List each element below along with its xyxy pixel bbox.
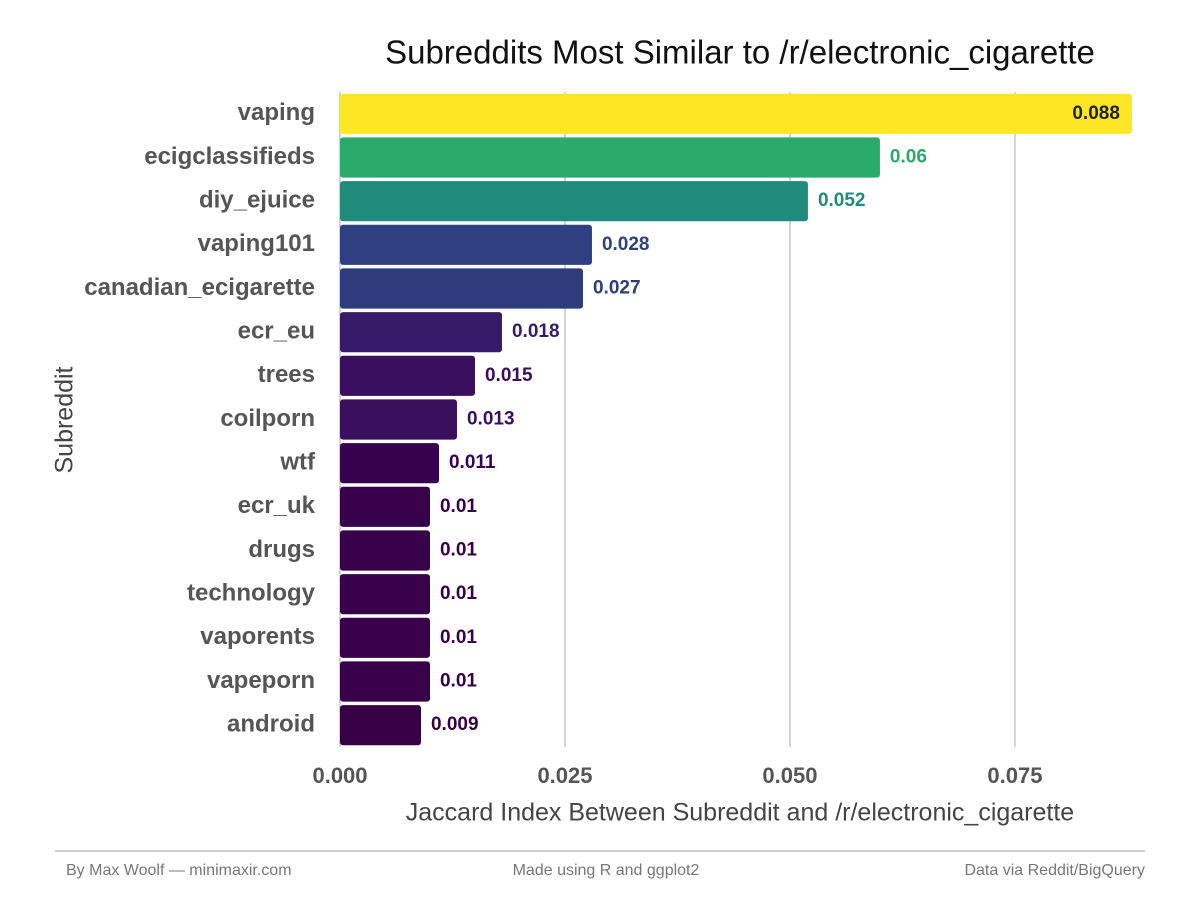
y-tick-label: vaping — [238, 99, 315, 126]
value-label: 0.06 — [890, 147, 927, 168]
value-label: 0.028 — [602, 234, 650, 255]
value-label: 0.018 — [512, 321, 560, 342]
value-label: 0.009 — [431, 714, 479, 735]
value-label: 0.011 — [449, 452, 496, 473]
value-label: 0.052 — [818, 190, 866, 211]
value-label: 0.015 — [485, 365, 533, 386]
x-tick-label: 0.050 — [762, 763, 817, 788]
y-tick-label: wtf — [279, 449, 316, 476]
x-tick-label: 0.000 — [312, 763, 367, 788]
footer-right: Data via Reddit/BigQuery — [964, 862, 1145, 879]
bar — [340, 617, 430, 658]
bar — [340, 181, 808, 222]
y-tick-label: coilporn — [220, 405, 315, 432]
value-label: 0.01 — [440, 627, 477, 648]
y-tick-label: drugs — [248, 536, 315, 563]
footer-center: Made using R and ggplot2 — [513, 862, 700, 879]
bar — [340, 399, 457, 440]
y-tick-label: ecr_eu — [238, 318, 315, 345]
x-axis-title: Jaccard Index Between Subreddit and /r/e… — [406, 799, 1074, 827]
chart-title: Subreddits Most Similar to /r/electronic… — [385, 34, 1095, 71]
y-axis-title: Subreddit — [51, 366, 79, 473]
value-label: 0.013 — [467, 409, 515, 430]
bar — [340, 268, 583, 309]
footer-left: By Max Woolf — minimaxir.com — [66, 862, 292, 879]
y-tick-label: ecigclassifieds — [144, 143, 315, 170]
y-tick-label: vaping101 — [198, 230, 315, 257]
y-tick-label: diy_ejuice — [199, 187, 315, 214]
y-tick-label: technology — [187, 580, 316, 607]
bar — [340, 486, 430, 527]
bar — [340, 530, 430, 571]
value-label: 0.088 — [1072, 103, 1120, 124]
y-tick-label: vapeporn — [207, 667, 315, 694]
y-tick-label: vaporents — [200, 623, 315, 650]
bar — [340, 443, 439, 484]
bar — [340, 137, 880, 178]
value-label: 0.01 — [440, 583, 477, 604]
bar — [340, 93, 1132, 134]
bar — [340, 355, 475, 396]
value-label: 0.027 — [593, 278, 641, 299]
bar — [340, 705, 421, 746]
value-label: 0.01 — [440, 496, 477, 517]
y-tick-label: ecr_uk — [238, 492, 316, 519]
bar — [340, 574, 430, 615]
x-tick-label: 0.075 — [987, 763, 1042, 788]
bar — [340, 312, 502, 353]
bar — [340, 224, 592, 265]
bar — [340, 661, 430, 702]
y-tick-label: trees — [258, 361, 315, 388]
x-tick-label: 0.025 — [537, 763, 592, 788]
y-tick-label: android — [227, 711, 315, 738]
value-label: 0.01 — [440, 671, 477, 692]
y-tick-label: canadian_ecigarette — [84, 274, 315, 301]
value-label: 0.01 — [440, 540, 477, 561]
